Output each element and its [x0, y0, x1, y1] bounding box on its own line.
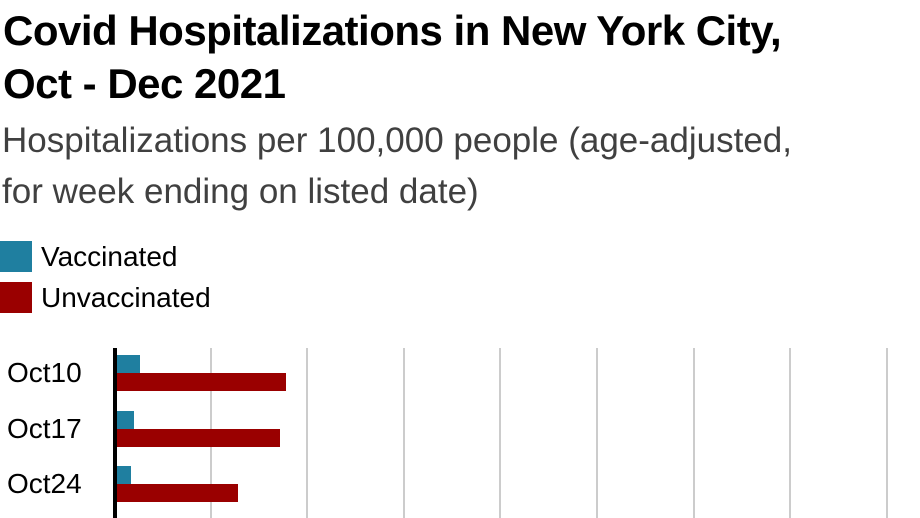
bar-unvaccinated-oct10: [117, 373, 286, 391]
y-axis-line: [113, 348, 117, 518]
legend-label-unvaccinated: Unvaccinated: [41, 282, 211, 313]
chart-title-line1: Covid Hospitalizations in New York City,: [3, 7, 782, 54]
chart-subtitle-line2: for week ending on listed date): [2, 172, 479, 211]
vaccinated-swatch-icon: [0, 241, 32, 272]
gridline-60: [692, 348, 695, 518]
bar-unvaccinated-oct24: [117, 484, 238, 502]
gridline-30: [402, 348, 405, 518]
legend: Vaccinated Unvaccinated: [0, 241, 211, 323]
bar-vaccinated-oct17: [117, 410, 134, 429]
bar-unvaccinated-oct17: [117, 428, 280, 447]
gridline-40: [499, 348, 502, 518]
chart-title: Covid Hospitalizations in New York City,…: [0, 0, 920, 110]
gridline-50: [596, 348, 598, 518]
chart-title-line2: Oct - Dec 2021: [3, 60, 286, 107]
y-axis-label-oct10: Oct10: [7, 357, 82, 388]
legend-item-unvaccinated: Unvaccinated: [0, 282, 211, 313]
bar-chart: Oct10 Oct17 Oct24: [0, 348, 920, 518]
legend-label-vaccinated: Vaccinated: [41, 241, 178, 272]
gridline-80: [885, 348, 888, 518]
legend-item-vaccinated: Vaccinated: [0, 241, 211, 272]
bar-vaccinated-oct24: [117, 466, 131, 484]
chart-subtitle: Hospitalizations per 100,000 people (age…: [0, 110, 920, 217]
y-axis-label-oct17: Oct17: [7, 412, 82, 444]
y-axis-label-oct24: Oct24: [7, 468, 82, 499]
chart-subtitle-line1: Hospitalizations per 100,000 people (age…: [2, 121, 792, 160]
unvaccinated-swatch-icon: [0, 282, 32, 313]
gridline-20: [306, 348, 309, 518]
bar-vaccinated-oct10: [117, 355, 140, 373]
gridline-70: [789, 348, 792, 518]
